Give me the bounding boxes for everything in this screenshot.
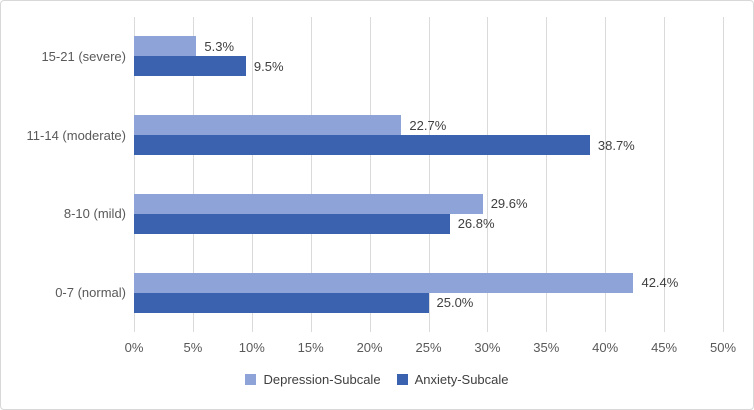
legend-item-anxiety-subcale: Anxiety-Subcale	[396, 372, 509, 387]
data-label: 22.7%	[409, 117, 447, 133]
gridline	[251, 17, 253, 332]
x-tick-label: 40%	[592, 340, 619, 355]
legend-marker-icon	[245, 374, 257, 385]
bar-row: 9.5%	[134, 56, 723, 77]
x-tick-label: 15%	[297, 340, 324, 355]
category-label-11-14-moderate: 11-14 (moderate)	[26, 127, 126, 143]
category-label-8-10-mild: 8-10 (mild)	[63, 206, 126, 222]
legend: Depression-Subcale Anxiety-Subcale	[1, 372, 753, 387]
legend-marker-icon	[396, 374, 408, 385]
depression-subcale-bar	[134, 193, 483, 214]
gridline	[310, 17, 312, 332]
bar-row: 38.7%	[134, 135, 723, 156]
x-tick-label: 10%	[238, 340, 265, 355]
category-axis: 15-21 (severe) 11-14 (moderate) 8-10 (mild…	[9, 17, 126, 332]
anxiety-subcale-bar	[134, 56, 246, 77]
bar-row: 26.8%	[134, 213, 723, 234]
data-label: 5.3%	[204, 38, 235, 54]
plot-area: 5.3% 9.5% 22.7% 38.7% 29.6% 26.8% 42.4% 25.0%	[134, 17, 724, 332]
anxiety-subcale-bar	[134, 292, 429, 313]
category-label-0-7-normal: 0-7 (normal)	[55, 285, 126, 301]
category-band-0-7-normal: 42.4% 25.0%	[134, 253, 723, 332]
legend-label: Depression-Subcale	[263, 372, 381, 387]
bar-row: 42.4%	[134, 272, 723, 293]
depression-subcale-bar	[134, 36, 197, 57]
data-label: 9.5%	[253, 58, 284, 74]
category-band-11-14-moderate: 22.7% 38.7%	[134, 96, 723, 175]
bar-row: 22.7%	[134, 115, 723, 136]
x-tick-label: 35%	[533, 340, 560, 355]
x-tick-label: 25%	[415, 340, 442, 355]
legend-label: Anxiety-Subcale	[414, 372, 509, 387]
gridline	[369, 17, 371, 332]
anxiety-subcale-bar	[134, 213, 450, 234]
data-label: 29.6%	[490, 196, 528, 212]
x-tick-label: 20%	[356, 340, 383, 355]
legend-item-depression-subcale: Depression-Subcale	[245, 372, 381, 387]
gridline	[723, 17, 724, 332]
x-tick-label: 5%	[183, 340, 203, 355]
gridline	[487, 17, 489, 332]
bar-row: 29.6%	[134, 193, 723, 214]
anxiety-subcale-bar	[134, 135, 590, 156]
gridline	[134, 17, 135, 332]
gridline	[428, 17, 430, 332]
x-tick-label: 45%	[651, 340, 678, 355]
bar-row: 25.0%	[134, 292, 723, 313]
gridline	[192, 17, 194, 332]
bar-row: 5.3%	[134, 36, 723, 57]
x-tick-label: 50%	[709, 340, 737, 355]
value-axis: 0% 5% 10% 15% 20% 25% 30% 35% 40% 45% 50%	[125, 340, 736, 356]
data-label: 42.4%	[641, 275, 679, 291]
category-band-8-10-mild: 29.6% 26.8%	[134, 175, 723, 254]
x-tick-label: 0%	[124, 340, 144, 355]
x-tick-label: 30%	[474, 340, 501, 355]
category-band-15-21-severe: 5.3% 9.5%	[134, 17, 723, 96]
gridline	[546, 17, 548, 332]
category-label-15-21-severe: 15-21 (severe)	[41, 48, 126, 64]
gridline	[605, 17, 607, 332]
data-label: 38.7%	[597, 137, 635, 153]
depression-subcale-bar	[134, 115, 402, 136]
depression-subcale-bar	[134, 272, 634, 293]
data-label: 25.0%	[436, 295, 474, 311]
data-label: 26.8%	[457, 216, 495, 232]
gridline	[664, 17, 666, 332]
